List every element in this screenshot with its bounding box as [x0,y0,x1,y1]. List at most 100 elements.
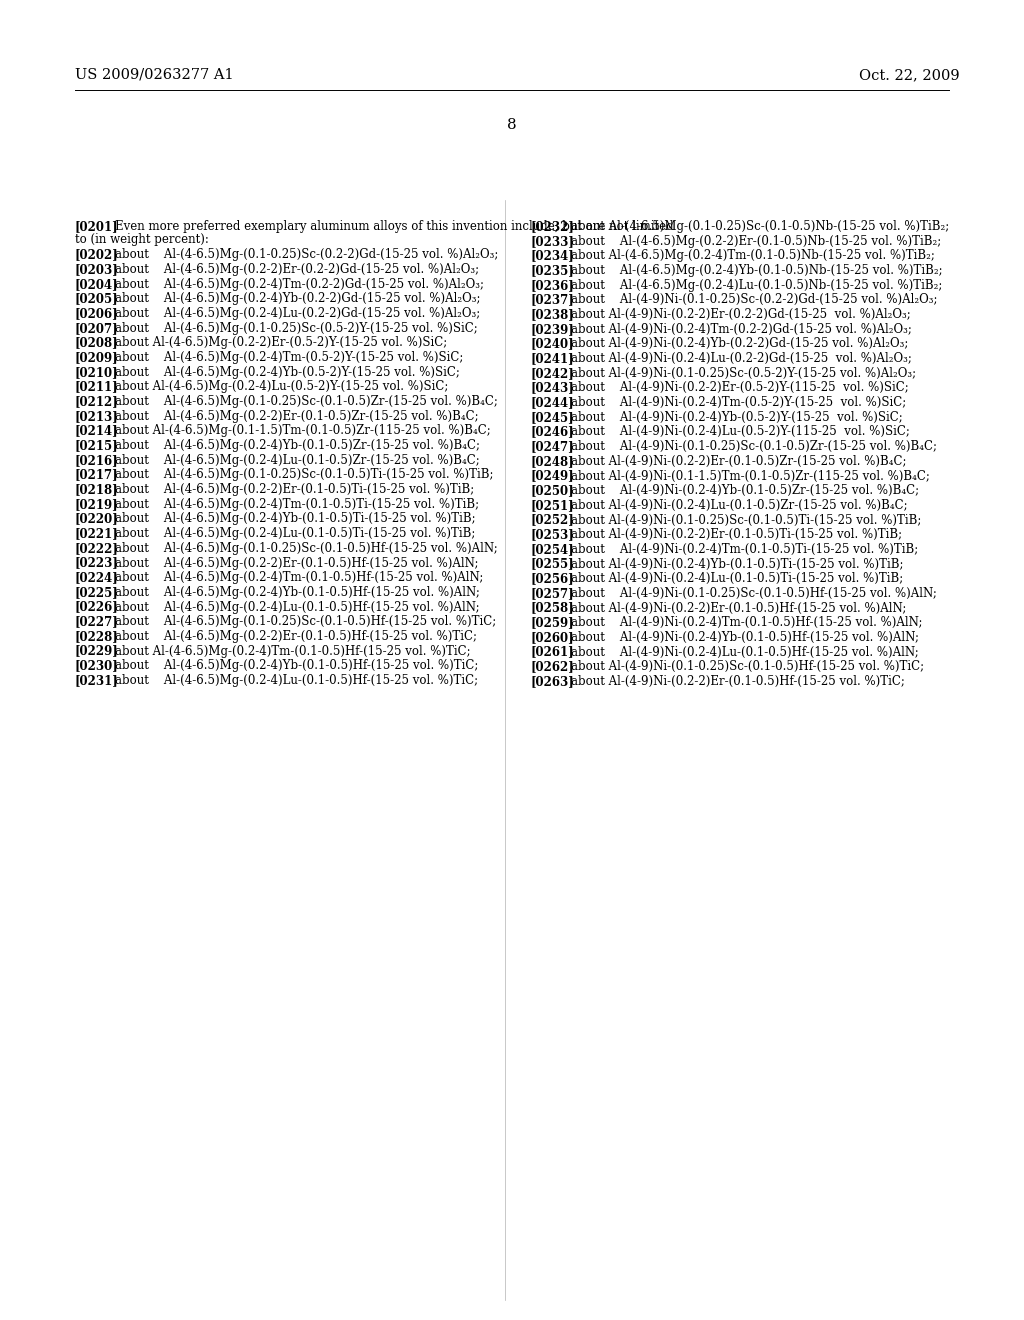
Text: [0262]: [0262] [530,660,573,673]
Text: about    Al-(4-6.5)Mg-(0.2-4)Lu-(0.2-2)Gd-(15-25 vol. %)Al₂O₃;: about Al-(4-6.5)Mg-(0.2-4)Lu-(0.2-2)Gd-(… [100,308,480,319]
Text: about Al-(4-9)Ni-(0.1-1.5)Tm-(0.1-0.5)Zr-(115-25 vol. %)B₄C;: about Al-(4-9)Ni-(0.1-1.5)Tm-(0.1-0.5)Zr… [555,470,930,483]
Text: about Al-(4-9)Ni-(0.1-0.25)Sc-(0.1-0.5)Ti-(15-25 vol. %)TiB;: about Al-(4-9)Ni-(0.1-0.25)Sc-(0.1-0.5)T… [555,513,921,527]
Text: about Al-(4-9)Ni-(0.2-2)Er-(0.1-0.5)Ti-(15-25 vol. %)TiB;: about Al-(4-9)Ni-(0.2-2)Er-(0.1-0.5)Ti-(… [555,528,901,541]
Text: about Al-(4-9)Ni-(0.2-4)Yb-(0.1-0.5)Ti-(15-25 vol. %)TiB;: about Al-(4-9)Ni-(0.2-4)Yb-(0.1-0.5)Ti-(… [555,557,903,570]
Text: [0206]: [0206] [75,308,119,319]
Text: about    Al-(4-6.5)Mg-(0.2-4)Yb-(0.1-0.5)Hf-(15-25 vol. %)AlN;: about Al-(4-6.5)Mg-(0.2-4)Yb-(0.1-0.5)Hf… [100,586,480,599]
Text: about    Al-(4-6.5)Mg-(0.2-2)Er-(0.2-2)Gd-(15-25 vol. %)Al₂O₃;: about Al-(4-6.5)Mg-(0.2-2)Er-(0.2-2)Gd-(… [100,263,479,276]
Text: [0227]: [0227] [75,615,119,628]
Text: about    Al-(4-6.5)Mg-(0.1-0.25)Sc-(0.1-0.5)Hf-(15-25 vol. %)TiC;: about Al-(4-6.5)Mg-(0.1-0.25)Sc-(0.1-0.5… [100,615,497,628]
Text: about    Al-(4-6.5)Mg-(0.2-4)Lu-(0.1-0.5)Hf-(15-25 vol. %)AlN;: about Al-(4-6.5)Mg-(0.2-4)Lu-(0.1-0.5)Hf… [100,601,480,614]
Text: [0242]: [0242] [530,367,573,380]
Text: about    Al-(4-9)Ni-(0.2-2)Er-(0.5-2)Y-(115-25  vol. %)SiC;: about Al-(4-9)Ni-(0.2-2)Er-(0.5-2)Y-(115… [555,381,908,395]
Text: about    Al-(4-6.5)Mg-(0.1-0.25)Sc-(0.5-2)Y-(15-25 vol. %)SiC;: about Al-(4-6.5)Mg-(0.1-0.25)Sc-(0.5-2)Y… [100,322,478,335]
Text: [0217]: [0217] [75,469,119,482]
Text: [0232]: [0232] [530,220,573,234]
Text: about Al-(4-9)Ni-(0.2-4)Yb-(0.2-2)Gd-(15-25 vol. %)Al₂O₃;: about Al-(4-9)Ni-(0.2-4)Yb-(0.2-2)Gd-(15… [555,338,908,350]
Text: [0216]: [0216] [75,454,119,467]
Text: [0257]: [0257] [530,587,573,599]
Text: [0202]: [0202] [75,248,119,261]
Text: [0258]: [0258] [530,602,573,615]
Text: [0226]: [0226] [75,601,119,614]
Text: Even more preferred exemplary aluminum alloys of this invention include, but are: Even more preferred exemplary aluminum a… [100,220,674,234]
Text: about Al-(4-9)Ni-(0.2-2)Er-(0.2-2)Gd-(15-25  vol. %)Al₂O₃;: about Al-(4-9)Ni-(0.2-2)Er-(0.2-2)Gd-(15… [555,308,910,321]
Text: [0230]: [0230] [75,659,119,672]
Text: [0231]: [0231] [75,675,119,686]
Text: [0220]: [0220] [75,512,119,525]
Text: [0241]: [0241] [530,352,573,366]
Text: [0221]: [0221] [75,527,119,540]
Text: [0256]: [0256] [530,572,573,585]
Text: about    Al-(4-9)Ni-(0.2-4)Lu-(0.5-2)Y-(115-25  vol. %)SiC;: about Al-(4-9)Ni-(0.2-4)Lu-(0.5-2)Y-(115… [555,425,909,438]
Text: about    Al-(4-6.5)Mg-(0.2-4)Yb-(0.1-0.5)Ti-(15-25 vol. %)TiB;: about Al-(4-6.5)Mg-(0.2-4)Yb-(0.1-0.5)Ti… [100,512,476,525]
Text: about    Al-(4-9)Ni-(0.2-4)Lu-(0.1-0.5)Hf-(15-25 vol. %)AlN;: about Al-(4-9)Ni-(0.2-4)Lu-(0.1-0.5)Hf-(… [555,645,919,659]
Text: about Al-(4-9)Ni-(0.2-4)Lu-(0.1-0.5)Ti-(15-25 vol. %)TiB;: about Al-(4-9)Ni-(0.2-4)Lu-(0.1-0.5)Ti-(… [555,572,903,585]
Text: [0218]: [0218] [75,483,119,496]
Text: [0219]: [0219] [75,498,119,511]
Text: about Al-(4-9)Ni-(0.2-2)Er-(0.1-0.5)Zr-(15-25 vol. %)B₄C;: about Al-(4-9)Ni-(0.2-2)Er-(0.1-0.5)Zr-(… [555,455,906,467]
Text: about    Al-(4-6.5)Mg-(0.2-4)Yb-(0.1-0.5)Nb-(15-25 vol. %)TiB₂;: about Al-(4-6.5)Mg-(0.2-4)Yb-(0.1-0.5)Nb… [555,264,942,277]
Text: about Al-(4-9)Ni-(0.2-2)Er-(0.1-0.5)Hf-(15-25 vol. %)TiC;: about Al-(4-9)Ni-(0.2-2)Er-(0.1-0.5)Hf-(… [555,675,904,688]
Text: about    Al-(4-9)Ni-(0.2-4)Yb-(0.5-2)Y-(15-25  vol. %)SiC;: about Al-(4-9)Ni-(0.2-4)Yb-(0.5-2)Y-(15-… [555,411,902,424]
Text: about    Al-(4-6.5)Mg-(0.2-4)Yb-(0.5-2)Y-(15-25 vol. %)SiC;: about Al-(4-6.5)Mg-(0.2-4)Yb-(0.5-2)Y-(1… [100,366,461,379]
Text: about    Al-(4-6.5)Mg-(0.2-4)Lu-(0.1-0.5)Zr-(15-25 vol. %)B₄C;: about Al-(4-6.5)Mg-(0.2-4)Lu-(0.1-0.5)Zr… [100,454,480,467]
Text: about Al-(4-9)Ni-(0.2-4)Lu-(0.2-2)Gd-(15-25  vol. %)Al₂O₃;: about Al-(4-9)Ni-(0.2-4)Lu-(0.2-2)Gd-(15… [555,352,911,366]
Text: about    Al-(4-6.5)Mg-(0.2-4)Lu-(0.1-0.5)Hf-(15-25 vol. %)TiC;: about Al-(4-6.5)Mg-(0.2-4)Lu-(0.1-0.5)Hf… [100,675,478,686]
Text: about    Al-(4-6.5)Mg-(0.1-0.25)Sc-(0.1-0.5)Zr-(15-25 vol. %)B₄C;: about Al-(4-6.5)Mg-(0.1-0.25)Sc-(0.1-0.5… [100,395,499,408]
Text: [0260]: [0260] [530,631,573,644]
Text: about    Al-(4-6.5)Mg-(0.2-4)Yb-(0.1-0.5)Zr-(15-25 vol. %)B₄C;: about Al-(4-6.5)Mg-(0.2-4)Yb-(0.1-0.5)Zr… [100,440,480,453]
Text: [0248]: [0248] [530,455,573,467]
Text: [0211]: [0211] [75,380,119,393]
Text: about    Al-(4-6.5)Mg-(0.1-0.25)Sc-(0.1-0.5)Hf-(15-25 vol. %)AlN;: about Al-(4-6.5)Mg-(0.1-0.25)Sc-(0.1-0.5… [100,541,499,554]
Text: about    Al-(4-6.5)Mg-(0.2-2)Er-(0.1-0.5)Hf-(15-25 vol. %)TiC;: about Al-(4-6.5)Mg-(0.2-2)Er-(0.1-0.5)Hf… [100,630,477,643]
Text: [0239]: [0239] [530,322,573,335]
Text: about    Al-(4-6.5)Mg-(0.2-4)Tm-(0.1-0.5)Ti-(15-25 vol. %)TiB;: about Al-(4-6.5)Mg-(0.2-4)Tm-(0.1-0.5)Ti… [100,498,479,511]
Text: about    Al-(4-9)Ni-(0.1-0.25)Sc-(0.1-0.5)Hf-(15-25 vol. %)AlN;: about Al-(4-9)Ni-(0.1-0.25)Sc-(0.1-0.5)H… [555,587,936,599]
Text: [0237]: [0237] [530,293,573,306]
Text: about Al-(4-9)Ni-(0.2-2)Er-(0.1-0.5)Hf-(15-25 vol. %)AlN;: about Al-(4-9)Ni-(0.2-2)Er-(0.1-0.5)Hf-(… [555,602,906,615]
Text: [0244]: [0244] [530,396,573,409]
Text: about    Al-(4-9)Ni-(0.2-4)Tm-(0.1-0.5)Hf-(15-25 vol. %)AlN;: about Al-(4-9)Ni-(0.2-4)Tm-(0.1-0.5)Hf-(… [555,616,922,630]
Text: [0203]: [0203] [75,263,119,276]
Text: [0253]: [0253] [530,528,573,541]
Text: about    Al-(4-6.5)Mg-(0.2-4)Tm-(0.1-0.5)Hf-(15-25 vol. %)AlN;: about Al-(4-6.5)Mg-(0.2-4)Tm-(0.1-0.5)Hf… [100,572,484,585]
Text: [0245]: [0245] [530,411,573,424]
Text: [0212]: [0212] [75,395,119,408]
Text: [0222]: [0222] [75,541,119,554]
Text: [0240]: [0240] [530,338,573,350]
Text: [0246]: [0246] [530,425,573,438]
Text: [0207]: [0207] [75,322,119,335]
Text: about    Al-(4-9)Ni-(0.2-4)Yb-(0.1-0.5)Zr-(15-25 vol. %)B₄C;: about Al-(4-9)Ni-(0.2-4)Yb-(0.1-0.5)Zr-(… [555,484,919,498]
Text: [0252]: [0252] [530,513,573,527]
Text: about Al-(4-9)Ni-(0.1-0.25)Sc-(0.5-2)Y-(15-25 vol. %)Al₂O₃;: about Al-(4-9)Ni-(0.1-0.25)Sc-(0.5-2)Y-(… [555,367,915,380]
Text: [0261]: [0261] [530,645,573,659]
Text: about Al-(4-9)Ni-(0.1-0.25)Sc-(0.1-0.5)Hf-(15-25 vol. %)TiC;: about Al-(4-9)Ni-(0.1-0.25)Sc-(0.1-0.5)H… [555,660,924,673]
Text: [0250]: [0250] [530,484,573,498]
Text: [0209]: [0209] [75,351,119,364]
Text: [0224]: [0224] [75,572,119,585]
Text: about    Al-(4-6.5)Mg-(0.2-2)Er-(0.1-0.5)Zr-(15-25 vol. %)B₄C;: about Al-(4-6.5)Mg-(0.2-2)Er-(0.1-0.5)Zr… [100,409,479,422]
Text: about    Al-(4-9)Ni-(0.1-0.25)Sc-(0.1-0.5)Zr-(15-25 vol. %)B₄C;: about Al-(4-9)Ni-(0.1-0.25)Sc-(0.1-0.5)Z… [555,440,937,453]
Text: [0263]: [0263] [530,675,573,688]
Text: [0201]: [0201] [75,220,119,234]
Text: [0229]: [0229] [75,644,119,657]
Text: [0223]: [0223] [75,557,119,569]
Text: [0233]: [0233] [530,235,573,248]
Text: US 2009/0263277 A1: US 2009/0263277 A1 [75,69,233,82]
Text: about Al-(4-9)Ni-(0.2-4)Tm-(0.2-2)Gd-(15-25 vol. %)Al₂O₃;: about Al-(4-9)Ni-(0.2-4)Tm-(0.2-2)Gd-(15… [555,322,911,335]
Text: [0215]: [0215] [75,440,119,453]
Text: to (in weight percent):: to (in weight percent): [75,234,209,246]
Text: about Al-(4-6.5)Mg-(0.2-4)Lu-(0.5-2)Y-(15-25 vol. %)SiC;: about Al-(4-6.5)Mg-(0.2-4)Lu-(0.5-2)Y-(1… [100,380,449,393]
Text: about    Al-(4-6.5)Mg-(0.2-2)Er-(0.1-0.5)Nb-(15-25 vol. %)TiB₂;: about Al-(4-6.5)Mg-(0.2-2)Er-(0.1-0.5)Nb… [555,235,941,248]
Text: about Al-(4-9)Ni-(0.2-4)Lu-(0.1-0.5)Zr-(15-25 vol. %)B₄C;: about Al-(4-9)Ni-(0.2-4)Lu-(0.1-0.5)Zr-(… [555,499,907,512]
Text: Oct. 22, 2009: Oct. 22, 2009 [859,69,961,82]
Text: about    Al-(4-6.5)Mg-(0.2-2)Er-(0.1-0.5)Ti-(15-25 vol. %)TiB;: about Al-(4-6.5)Mg-(0.2-2)Er-(0.1-0.5)Ti… [100,483,475,496]
Text: about    Al-(4-6.5)Mg-(0.1-0.25)Sc-(0.2-2)Gd-(15-25 vol. %)Al₂O₃;: about Al-(4-6.5)Mg-(0.1-0.25)Sc-(0.2-2)G… [100,248,499,261]
Text: [0213]: [0213] [75,409,119,422]
Text: [0251]: [0251] [530,499,573,512]
Text: about Al-(4-6.5)Mg-(0.2-4)Tm-(0.1-0.5)Hf-(15-25 vol. %)TiC;: about Al-(4-6.5)Mg-(0.2-4)Tm-(0.1-0.5)Hf… [100,644,471,657]
Text: about    Al-(4-9)Ni-(0.2-4)Yb-(0.1-0.5)Hf-(15-25 vol. %)AlN;: about Al-(4-9)Ni-(0.2-4)Yb-(0.1-0.5)Hf-(… [555,631,919,644]
Text: about    Al-(4-6.5)Mg-(0.2-4)Yb-(0.1-0.5)Hf-(15-25 vol. %)TiC;: about Al-(4-6.5)Mg-(0.2-4)Yb-(0.1-0.5)Hf… [100,659,479,672]
Text: about Al-(4-6.5)Mg-(0.1-1.5)Tm-(0.1-0.5)Zr-(115-25 vol. %)B₄C;: about Al-(4-6.5)Mg-(0.1-1.5)Tm-(0.1-0.5)… [100,425,492,437]
Text: [0247]: [0247] [530,440,573,453]
